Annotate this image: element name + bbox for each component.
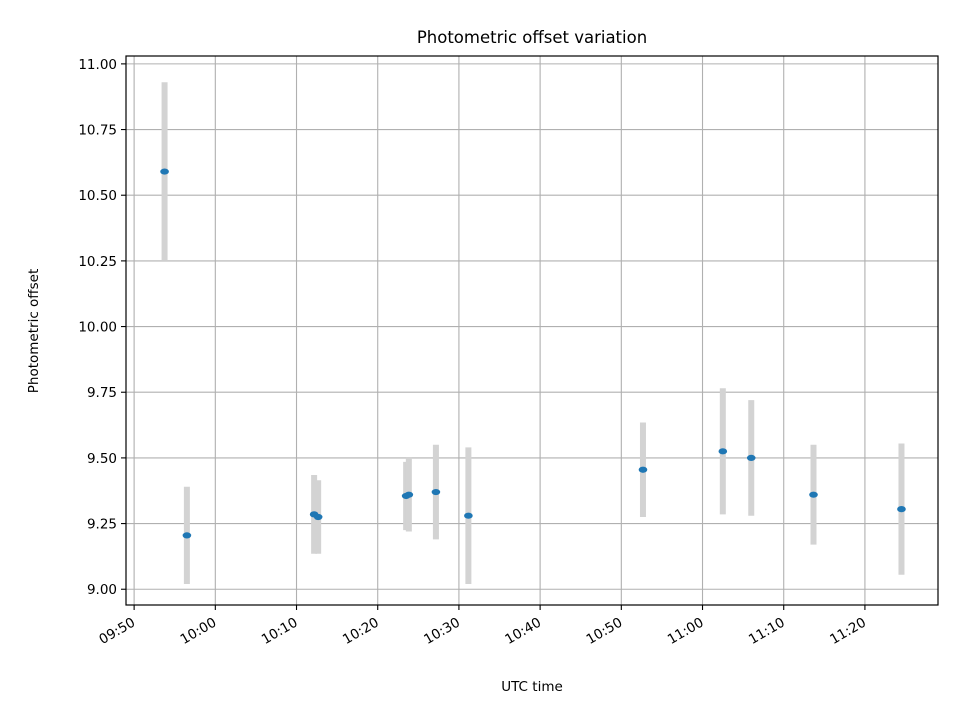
x-tick-label: 10:40 [502,615,544,648]
grid-lines [126,56,938,605]
data-points [160,168,906,539]
y-tick-label: 9.00 [87,582,117,598]
x-tick-label: 10:20 [340,615,382,648]
y-tick-label: 10.75 [78,123,117,139]
data-point [718,448,728,455]
x-axis-ticks: 09:50 10:00 10:10 10:20 10:30 10:40 10:50 11:00… [96,605,869,648]
data-point [809,491,818,498]
x-axis-label: UTC time [501,679,563,695]
x-tick-label: 11:20 [827,615,869,648]
error-bars [161,82,905,584]
data-point [638,466,648,473]
data-point [464,512,473,519]
y-tick-label: 10.00 [78,320,117,336]
x-tick-label: 11:00 [665,615,707,648]
data-point [431,488,441,496]
x-tick-label: 10:00 [178,615,220,648]
x-tick-label: 10:50 [584,615,626,648]
data-point [897,506,906,513]
chart-title: Photometric offset variation [417,28,647,47]
y-axis-ticks: 9.00 9.25 9.50 9.75 10.00 10.25 10.50 10.75 11.0… [78,57,126,598]
data-point [313,513,323,521]
y-tick-label: 10.25 [78,254,117,270]
x-tick-label: 09:50 [96,615,138,648]
y-tick-label: 9.75 [87,385,117,401]
data-point [182,532,192,539]
x-tick-label: 11:10 [746,615,788,648]
x-tick-label: 10:30 [421,615,463,648]
y-tick-label: 9.50 [87,451,117,467]
data-point [404,491,414,498]
y-tick-label: 9.25 [87,517,117,533]
data-point [746,454,756,461]
y-tick-label: 11.00 [78,57,117,73]
data-point [160,168,169,175]
y-tick-label: 10.50 [78,188,117,204]
plot-frame [125,55,939,606]
y-axis-label: Photometric offset [26,269,42,393]
x-tick-label: 10:10 [259,615,301,648]
